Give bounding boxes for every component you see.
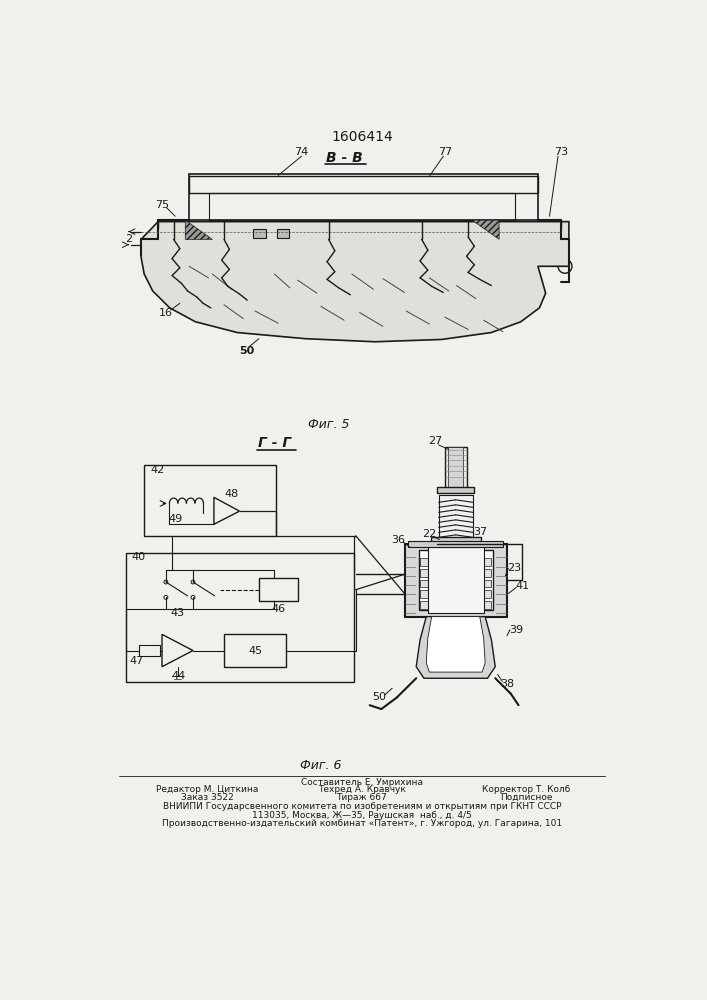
Text: 44: 44: [172, 671, 186, 681]
Circle shape: [164, 595, 168, 599]
Text: 49: 49: [168, 514, 182, 524]
Bar: [209, 193, 515, 220]
Text: В - В: В - В: [326, 151, 363, 165]
Bar: [224, 634, 286, 667]
Text: 22: 22: [422, 529, 436, 539]
Text: 1606414: 1606414: [331, 130, 393, 144]
Text: 50: 50: [240, 346, 255, 356]
Bar: [431, 537, 481, 544]
Text: Фиг. 6: Фиг. 6: [300, 759, 341, 772]
Text: 43: 43: [170, 608, 185, 618]
Text: 37: 37: [473, 527, 487, 537]
Bar: [420, 558, 491, 566]
Text: Редактор М. Циткина: Редактор М. Циткина: [156, 785, 258, 794]
Text: 2: 2: [125, 234, 132, 244]
Bar: [420, 569, 491, 577]
Text: 77: 77: [438, 147, 452, 157]
Circle shape: [191, 580, 195, 584]
Text: Производственно-издательский комбинат «Патент», г. Ужгород, ул. Гагарина, 101: Производственно-издательский комбинат «П…: [162, 819, 562, 828]
Bar: [253, 229, 266, 238]
Text: Заказ 3522: Заказ 3522: [180, 793, 233, 802]
Bar: [126, 553, 354, 682]
Bar: [189, 174, 538, 220]
Text: 23: 23: [508, 563, 522, 573]
Text: 36: 36: [392, 535, 405, 545]
Text: Составитель Е. Умрихина: Составитель Е. Умрихина: [301, 778, 423, 787]
Text: 48: 48: [225, 489, 239, 499]
Text: 41: 41: [515, 581, 530, 591]
Text: Г - Г: Г - Г: [258, 436, 291, 450]
Text: ВНИИПИ Государсвенного комитета по изобретениям и открытиям при ГКНТ СССР: ВНИИПИ Государсвенного комитета по изобр…: [163, 802, 561, 811]
Bar: [448, 447, 464, 490]
Text: 113035, Москва, Ж—35, Раушская  наб., д. 4/5: 113035, Москва, Ж—35, Раушская наб., д. …: [252, 811, 472, 820]
Text: 75: 75: [155, 200, 169, 210]
Text: 45: 45: [248, 646, 262, 656]
Bar: [139, 645, 160, 656]
Text: 16: 16: [159, 308, 173, 318]
Bar: [420, 590, 491, 598]
Bar: [420, 601, 491, 609]
Polygon shape: [141, 222, 569, 342]
Text: 74: 74: [294, 147, 309, 157]
Text: Корректор Т. Колб: Корректор Т. Колб: [482, 785, 571, 794]
Bar: [419, 550, 493, 610]
Text: Фиг. 5: Фиг. 5: [308, 418, 349, 431]
Text: 73: 73: [554, 147, 568, 157]
Polygon shape: [426, 617, 485, 672]
Polygon shape: [185, 220, 212, 239]
Bar: [144, 465, 276, 536]
Bar: [437, 487, 474, 493]
Bar: [409, 541, 503, 547]
Text: 46: 46: [271, 604, 286, 614]
Polygon shape: [416, 617, 495, 678]
Bar: [276, 229, 289, 238]
Bar: [259, 578, 298, 601]
Text: 38: 38: [500, 679, 514, 689]
Bar: [420, 580, 491, 587]
Bar: [428, 547, 484, 613]
Bar: [404, 544, 507, 617]
Bar: [438, 495, 473, 540]
Text: 27: 27: [428, 436, 443, 446]
Text: Тираж 667: Тираж 667: [337, 793, 387, 802]
Text: 50: 50: [372, 692, 386, 702]
Text: 47: 47: [129, 656, 144, 666]
Text: Подписное: Подписное: [500, 793, 552, 802]
Text: 39: 39: [509, 625, 523, 635]
Text: Техред А. Кравчук: Техред А. Кравчук: [318, 785, 406, 794]
Circle shape: [164, 580, 168, 584]
Polygon shape: [472, 220, 499, 239]
Bar: [189, 176, 538, 193]
Circle shape: [191, 595, 195, 599]
Text: 40: 40: [132, 552, 146, 562]
Text: 42: 42: [151, 465, 165, 475]
Bar: [445, 447, 467, 490]
